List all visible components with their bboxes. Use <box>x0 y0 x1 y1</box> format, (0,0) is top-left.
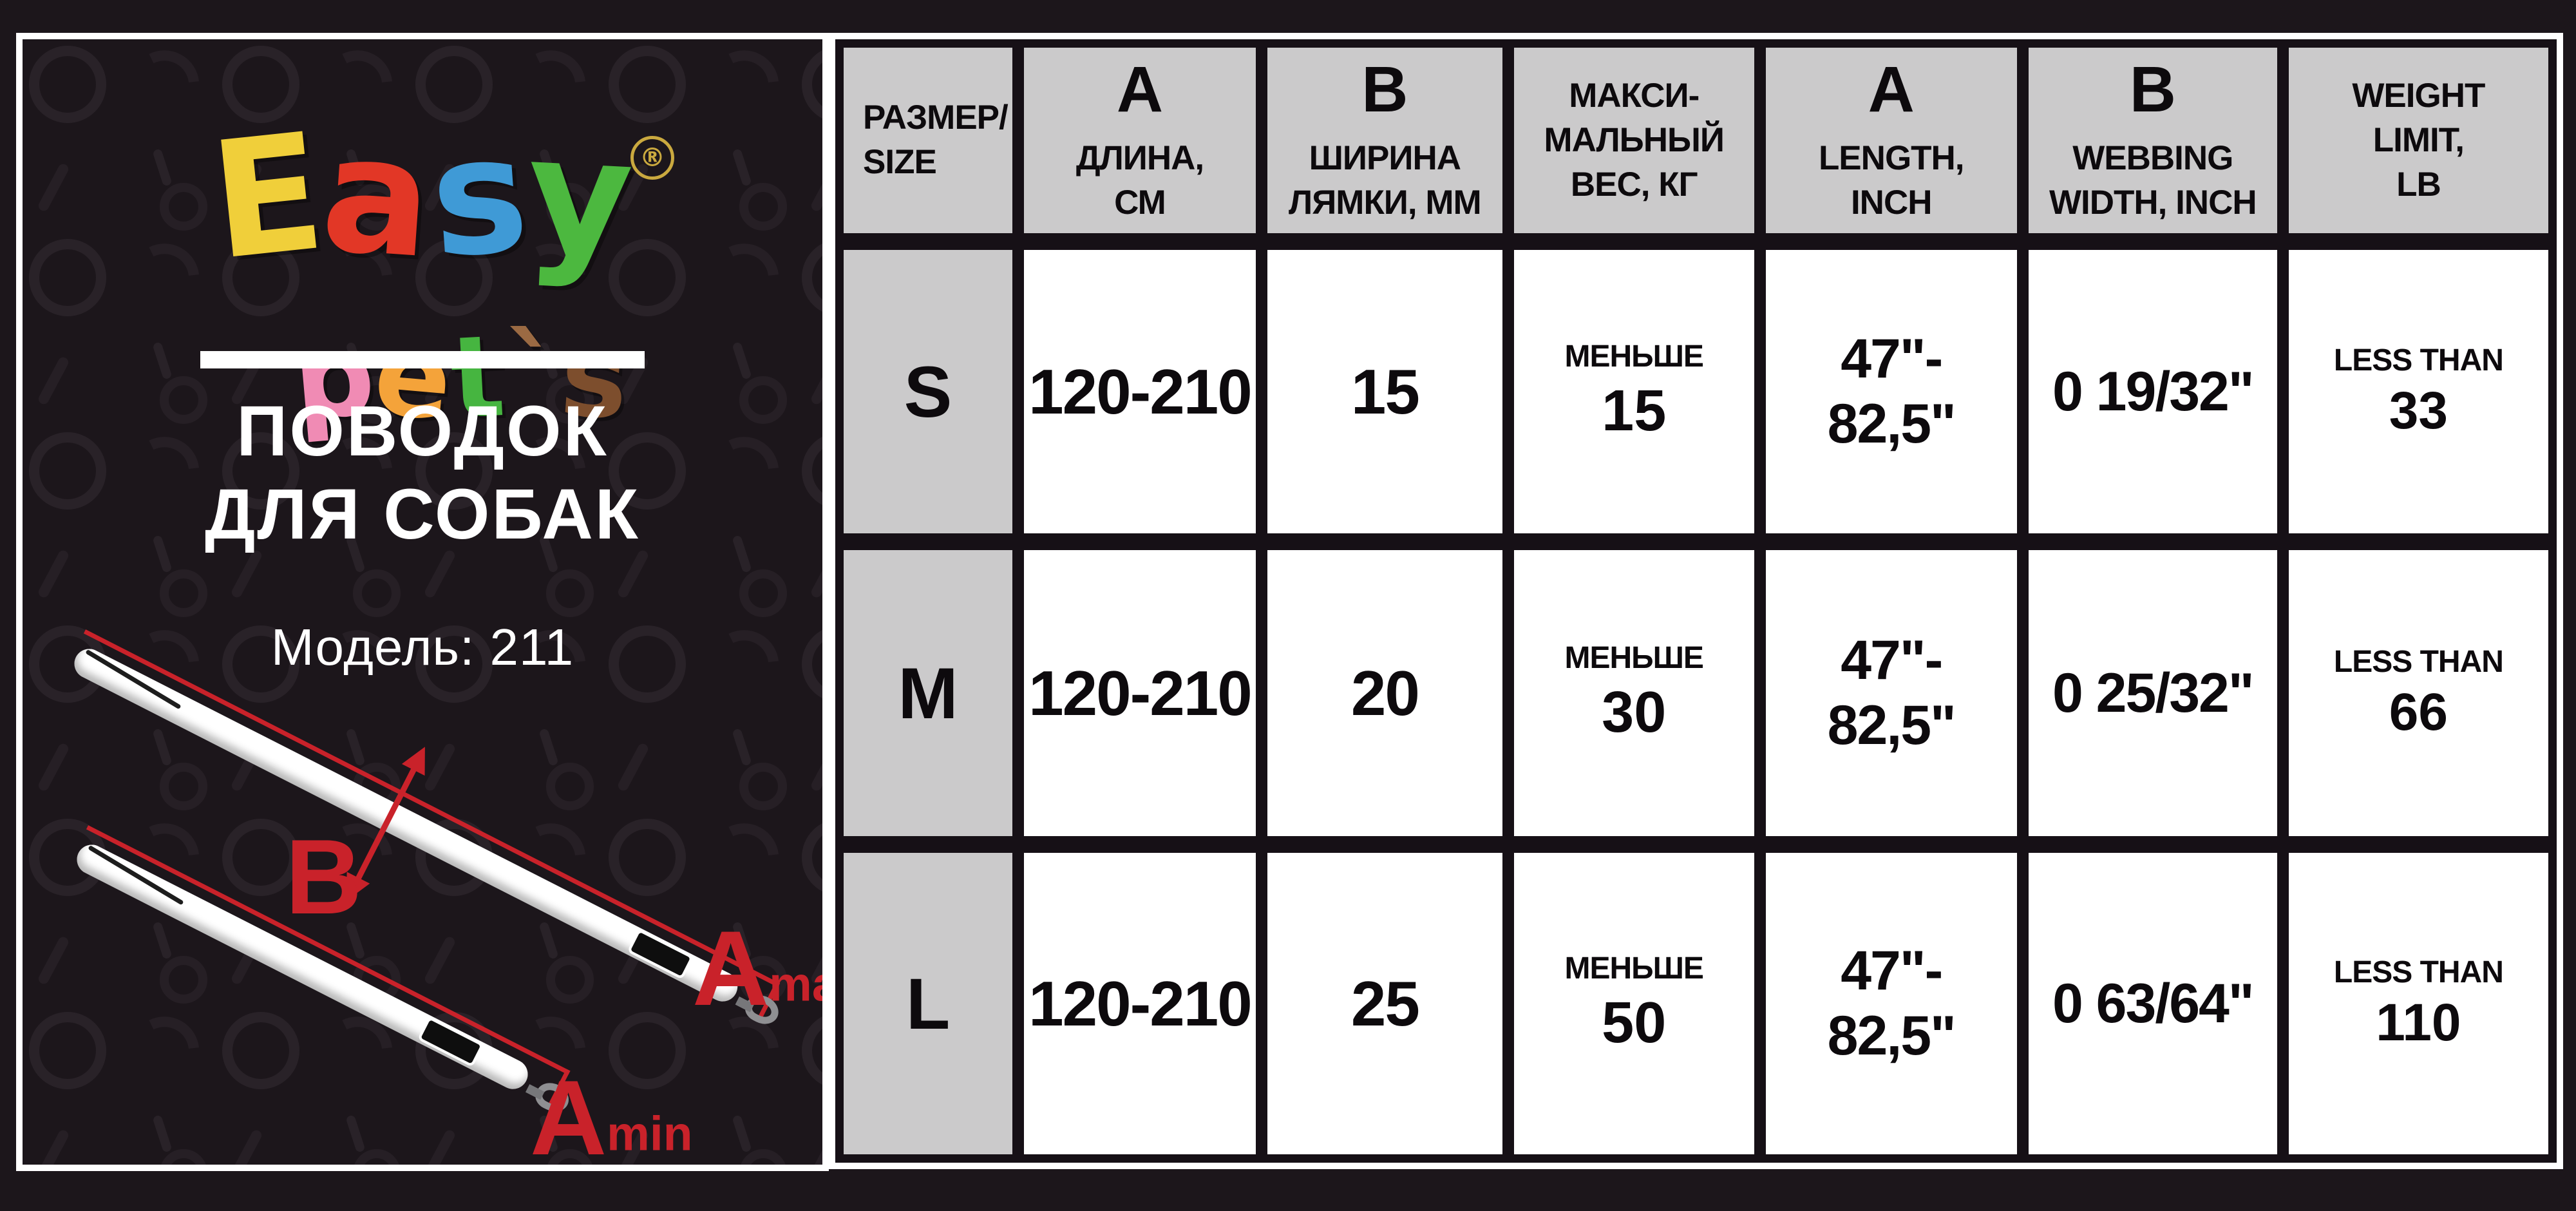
model-number: Модель: 211 <box>270 618 574 676</box>
brand-letter: y <box>522 100 638 294</box>
label-a-min: Amin <box>530 1058 693 1171</box>
cell-s-length-cm: 120-210 <box>1024 250 1256 533</box>
cell-l-max-kg: МЕНЬШЕ 50 <box>1513 853 1754 1154</box>
brand-letter: a <box>316 99 438 294</box>
cell-l-length-cm: 120-210 <box>1024 853 1256 1154</box>
cell-l-width-mm: 25 <box>1267 853 1502 1154</box>
label-b: B <box>285 817 363 936</box>
cell-s-width-mm: 15 <box>1267 250 1502 533</box>
product-title: ПОВОДОК ДЛЯ СОБАК <box>23 390 822 556</box>
header-cell-width-mm: B ШИРИНА ЛЯМКИ, ММ <box>1267 48 1502 234</box>
cell-m-webbing-inch: 0 25/32" <box>2028 549 2277 837</box>
product-title-line1: ПОВОДОК <box>236 392 609 471</box>
cell-l-limit-lb: LESS THAN 110 <box>2288 853 2548 1154</box>
brand-logo-pets: pet`s <box>61 309 822 446</box>
cell-m-length-inch: 47"- 82,5" <box>1765 549 2017 837</box>
cell-s-max-kg: МЕНЬШЕ 15 <box>1513 250 1754 533</box>
cell-size-l: L <box>844 853 1013 1154</box>
registered-trademark-icon: ® <box>630 136 674 180</box>
header-cell-webbing-inch: B WEBBING WIDTH, INCH <box>2028 48 2277 234</box>
cell-m-width-mm: 20 <box>1267 549 1502 837</box>
title-divider <box>200 351 645 368</box>
cell-m-length-cm: 120-210 <box>1024 549 1256 837</box>
cell-m-max-kg: МЕНЬШЕ 30 <box>1513 549 1754 837</box>
product-title-line2: ДЛЯ СОБАК <box>205 474 640 554</box>
header-cell-length-cm: A ДЛИНА, СМ <box>1024 48 1256 234</box>
label-a-max: Amax <box>692 909 822 1027</box>
cell-s-webbing-inch: 0 19/32" <box>2028 250 2277 533</box>
header-cell-max-weight-kg: МАКСИ- МАЛЬНЫЙ ВЕС, КГ <box>1513 48 1754 234</box>
size-table-grid: РАЗМЕР/ SIZE A ДЛИНА, СМ B ШИРИНА ЛЯМКИ,… <box>835 39 2557 1163</box>
cell-size-s: S <box>844 250 1013 533</box>
brand-letter: s <box>424 100 534 294</box>
cell-size-m: M <box>844 549 1013 837</box>
cell-s-limit-lb: LESS THAN 33 <box>2288 250 2548 533</box>
brand-logo-easy: Easy <box>23 98 822 296</box>
header-cell-length-inch: A LENGTH, INCH <box>1765 48 2017 234</box>
cell-s-length-inch: 47"- 82,5" <box>1765 250 2017 533</box>
cell-m-limit-lb: LESS THAN 66 <box>2288 549 2548 837</box>
header-cell-weight-limit-lb: WEIGHT LIMIT, LB <box>2288 48 2548 234</box>
cell-l-webbing-inch: 0 63/64" <box>2028 853 2277 1154</box>
size-table: РАЗМЕР/ SIZE A ДЛИНА, СМ B ШИРИНА ЛЯМКИ,… <box>829 33 2563 1169</box>
brand-letter: ` <box>504 312 562 443</box>
brand-panel: Easy ® pet`s ПОВОДОК ДЛЯ СОБАК Модель: 2… <box>16 33 829 1171</box>
cell-l-length-inch: 47"- 82,5" <box>1765 853 2017 1154</box>
header-cell-size: РАЗМЕР/ SIZE <box>844 48 1013 234</box>
brand-letter: E <box>203 97 332 296</box>
